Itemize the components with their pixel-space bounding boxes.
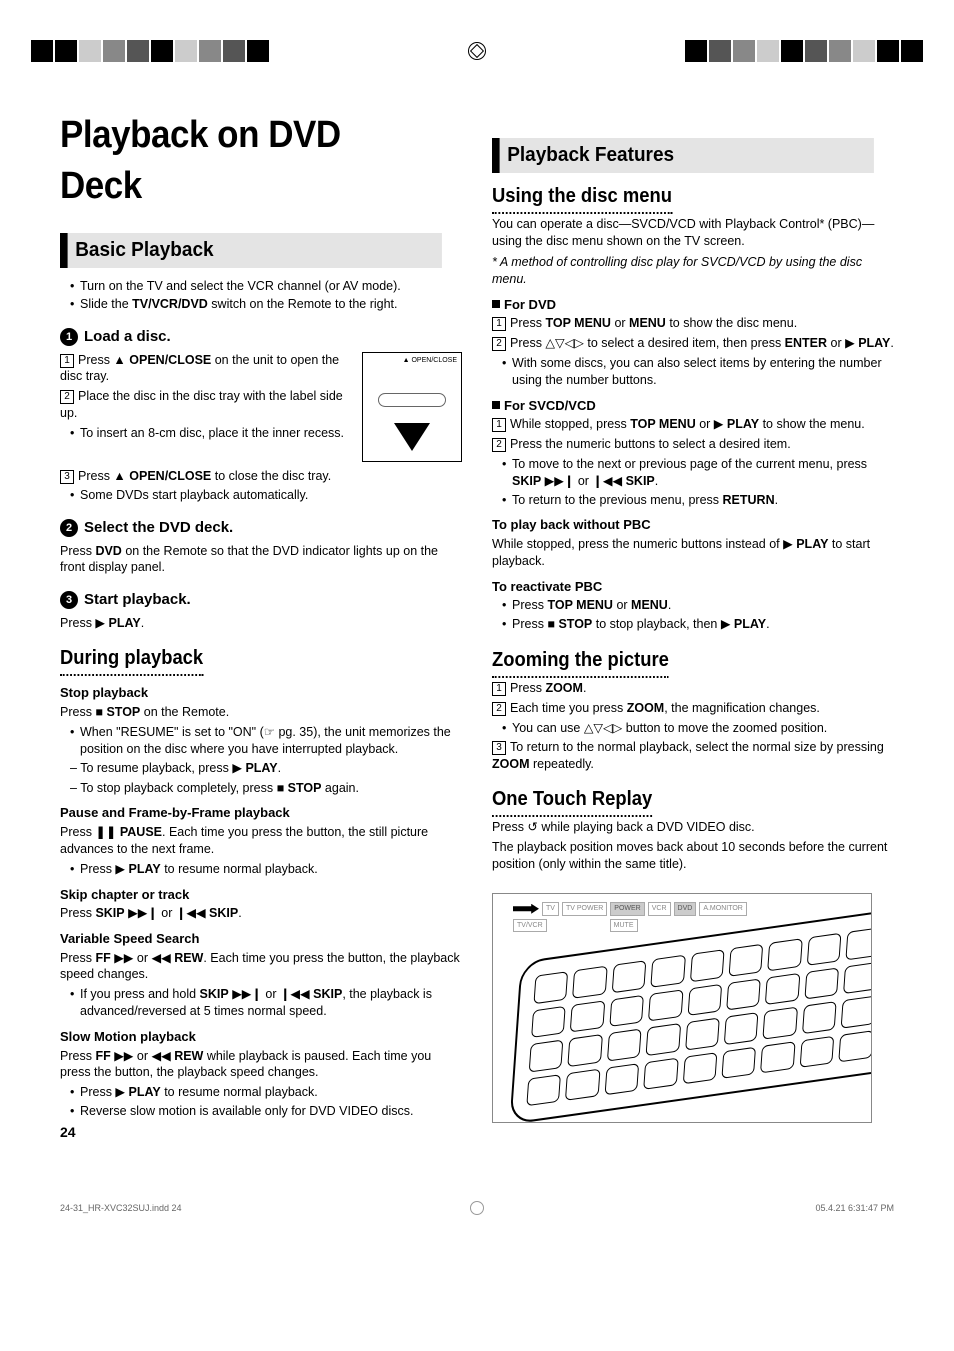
zoom-step1: 1Press ZOOM.	[492, 680, 894, 697]
zoom-sub: You can use △▽◁▷ button to move the zoom…	[502, 720, 894, 737]
arrow-icon	[513, 904, 539, 914]
right-column: Playback Features Using the disc menu Yo…	[492, 110, 894, 1123]
dvd-note: With some discs, you can also select ite…	[502, 355, 894, 389]
replay-1: Press ↺ while playing back a DVD VIDEO d…	[492, 819, 894, 836]
page: Playback on DVD Deck Basic Playback Turn…	[0, 0, 954, 1254]
step3-text: Press ▶ PLAY.	[60, 615, 462, 632]
disc-tray-diagram: ▲ OPEN/CLOSE	[362, 352, 462, 462]
step1-sub2-note: To insert an 8-cm disc, place it the inn…	[70, 425, 462, 442]
remote-label: VCR	[648, 902, 671, 915]
intro-item: Slide the TV/VCR/DVD switch on the Remot…	[70, 296, 462, 313]
vss-note: If you press and hold SKIP ▶▶❙ or ❙◀◀ SK…	[70, 986, 462, 1020]
remote-label: DVD	[674, 902, 697, 915]
using-note: * A method of controlling disc play for …	[492, 254, 894, 288]
slow-text: Press FF ▶▶ or ◀◀ REW while playback is …	[60, 1048, 462, 1082]
dvd-step1: 1Press TOP MENU or MENU to show the disc…	[492, 315, 894, 332]
step-2: 2 Select the DVD deck.	[60, 518, 462, 538]
vss-title: Variable Speed Search	[60, 930, 462, 948]
for-dvd-label: For DVD	[492, 296, 894, 314]
step2-text: Press DVD on the Remote so that the DVD …	[60, 543, 462, 577]
skip-text: Press SKIP ▶▶❙ or ❙◀◀ SKIP.	[60, 905, 462, 922]
svcd-return: To return to the previous menu, press RE…	[502, 492, 894, 509]
remote-label: POWER	[610, 902, 644, 915]
step-number-icon: 1	[60, 328, 78, 346]
svcd-skip: To move to the next or previous page of …	[502, 456, 894, 490]
reac-1: Press TOP MENU or MENU.	[502, 597, 894, 614]
for-svcd-label: For SVCD/VCD	[492, 397, 894, 415]
slow-title: Slow Motion playback	[60, 1028, 462, 1046]
stop-text: Press ■ STOP on the Remote.	[60, 704, 462, 721]
remote-label: MUTE	[610, 919, 638, 932]
footer-filename: 24-31_HR-XVC32SUJ.indd 24	[60, 1202, 182, 1214]
page-title: Playback on DVD Deck	[60, 110, 430, 213]
stop-resume-b: – To stop playback completely, press ■ S…	[70, 780, 462, 797]
remote-label: TV	[542, 902, 559, 915]
svcd-step1: 1While stopped, press TOP MENU or ▶ PLAY…	[492, 416, 894, 433]
skip-title: Skip chapter or track	[60, 886, 462, 904]
pause-text: Press ❚❚ PAUSE. Each time you press the …	[60, 824, 462, 858]
svcd-step2: 2Press the numeric buttons to select a d…	[492, 436, 894, 453]
reac-title: To reactivate PBC	[492, 578, 894, 596]
crop-marks	[0, 40, 954, 70]
pause-title: Pause and Frame-by-Frame playback	[60, 804, 462, 822]
using-disc-menu-heading: Using the disc menu	[492, 183, 862, 214]
replay-2: The playback position moves back about 1…	[492, 839, 894, 873]
slow-reverse: Reverse slow motion is available only fo…	[70, 1103, 462, 1120]
slow-resume: Press ▶ PLAY to resume normal playback.	[70, 1084, 462, 1101]
pause-resume: Press ▶ PLAY to resume normal playback.	[70, 861, 462, 878]
intro-list: Turn on the TV and select the VCR channe…	[60, 278, 462, 314]
step1-sub3: 3Press ▲ OPEN/CLOSE to close the disc tr…	[60, 468, 462, 485]
remote-diagram: TV TV POWER POWER VCR DVD A.MONITOR TV/V…	[492, 893, 872, 1123]
intro-item: Turn on the TV and select the VCR channe…	[70, 278, 462, 295]
zoom-step3: 3To return to the normal playback, selec…	[492, 739, 894, 773]
dvd-step2: 2Press △▽◁▷ to select a desired item, th…	[492, 335, 894, 352]
step-number-icon: 3	[60, 591, 78, 609]
content-columns: Playback on DVD Deck Basic Playback Turn…	[60, 110, 894, 1123]
remote-labels: TV TV POWER POWER VCR DVD A.MONITOR TV/V…	[513, 902, 753, 932]
step-1: 1 Load a disc.	[60, 327, 462, 347]
reac-2: Press ■ STOP to stop playback, then ▶ PL…	[502, 616, 894, 633]
stop-resume-a: – To resume playback, press ▶ PLAY.	[70, 760, 462, 777]
vss-text: Press FF ▶▶ or ◀◀ REW. Each time you pre…	[60, 950, 462, 984]
stop-playback-title: Stop playback	[60, 684, 462, 702]
left-column: Playback on DVD Deck Basic Playback Turn…	[60, 110, 462, 1123]
replay-heading: One Touch Replay	[492, 786, 862, 817]
stop-resume: When "RESUME" is set to "ON" (☞ pg. 35),…	[70, 724, 462, 758]
section-basic-playback: Basic Playback	[60, 233, 442, 268]
nopbc-title: To play back without PBC	[492, 516, 894, 534]
footer-timestamp: 05.4.21 6:31:47 PM	[815, 1202, 894, 1214]
during-playback-heading: During playback	[60, 645, 430, 676]
step1-sub3-note: Some DVDs start playback automatically.	[70, 487, 462, 504]
remote-label: TV/VCR	[513, 919, 547, 932]
zoom-step2: 2Each time you press ZOOM, the magnifica…	[492, 700, 894, 717]
using-intro: You can operate a disc—SVCD/VCD with Pla…	[492, 216, 894, 250]
remote-label: A.MONITOR	[699, 902, 747, 915]
step-number-icon: 2	[60, 519, 78, 537]
zooming-heading: Zooming the picture	[492, 647, 862, 678]
registration-mark	[468, 42, 486, 60]
remote-body	[509, 903, 872, 1123]
section-playback-features: Playback Features	[492, 138, 874, 173]
remote-label: TV POWER	[562, 902, 607, 915]
footer: 24-31_HR-XVC32SUJ.indd 24 05.4.21 6:31:4…	[60, 1202, 894, 1214]
registration-mark-bottom	[470, 1201, 484, 1215]
step-3: 3 Start playback.	[60, 590, 462, 610]
page-number: 24	[60, 1123, 894, 1142]
nopbc-text: While stopped, press the numeric buttons…	[492, 536, 894, 570]
